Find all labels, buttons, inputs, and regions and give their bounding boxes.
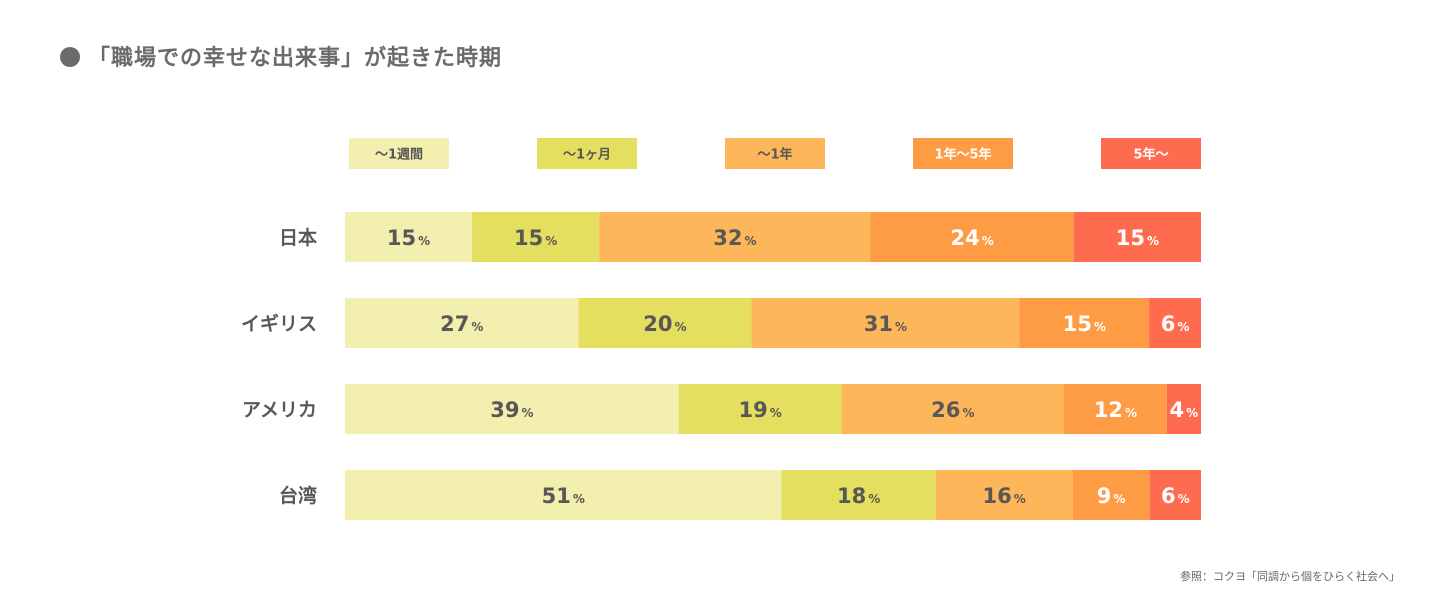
bar-segment	[345, 470, 782, 520]
data-label: 15%	[1063, 312, 1106, 336]
data-label: 39%	[490, 398, 533, 422]
bar-segment	[599, 212, 871, 262]
data-label: 16%	[982, 484, 1025, 508]
category-label: 台湾	[279, 484, 317, 507]
legend-label: 1年〜5年	[934, 147, 991, 163]
bar-segment	[751, 298, 1020, 348]
bar-segment	[841, 384, 1065, 434]
data-label: 19%	[739, 398, 782, 422]
data-label: 18%	[837, 484, 880, 508]
data-label: 12%	[1094, 398, 1137, 422]
legend-swatch	[725, 138, 825, 169]
legend-label: 〜1ヶ月	[563, 148, 611, 163]
chart-title: 「職場での幸せな出来事」が起きた時期	[88, 46, 503, 71]
legend-label: 5年〜	[1133, 147, 1168, 163]
bar-segment	[345, 298, 579, 348]
bar-segment	[1149, 298, 1201, 348]
data-label: 6%	[1161, 484, 1190, 508]
data-label: 6%	[1161, 312, 1190, 336]
bar-segment	[1072, 470, 1150, 520]
source-note: 参照：コクヨ「同調から個をひらく社会へ」	[1180, 570, 1400, 583]
data-label: 51%	[542, 484, 585, 508]
data-label: 15%	[387, 226, 430, 250]
bar-segment	[578, 298, 752, 348]
legend-label: 〜1年	[757, 147, 792, 163]
bar-segment	[935, 470, 1073, 520]
category-label: 日本	[279, 226, 317, 249]
bar-segment	[472, 212, 600, 262]
data-label: 31%	[864, 312, 907, 336]
data-label: 24%	[951, 226, 994, 250]
data-label: 9%	[1097, 484, 1126, 508]
legend-swatch	[913, 138, 1013, 169]
bar-segment	[1166, 384, 1201, 434]
bar-segment	[1064, 384, 1167, 434]
data-label: 27%	[440, 312, 483, 336]
bar-segment	[870, 212, 1074, 262]
data-label: 4%	[1170, 398, 1199, 422]
legend-swatch	[537, 138, 637, 169]
data-label: 15%	[1116, 226, 1159, 250]
legend-label: 〜1週間	[375, 148, 423, 163]
bar-segment	[1149, 470, 1201, 520]
bar-segment	[1073, 212, 1201, 262]
bar-segment	[678, 384, 842, 434]
data-label: 15%	[514, 226, 557, 250]
bar-segment	[345, 384, 679, 434]
legend-swatch	[1101, 138, 1201, 169]
category-label: イギリス	[241, 313, 317, 335]
data-label: 32%	[713, 226, 756, 250]
title-bullet-icon	[60, 47, 80, 67]
category-label: アメリカ	[242, 399, 317, 421]
bar-segment	[1019, 298, 1150, 348]
bar-segment	[781, 470, 936, 520]
legend-swatch	[349, 138, 449, 169]
data-label: 26%	[931, 398, 974, 422]
data-label: 20%	[643, 312, 686, 336]
bar-segment	[345, 212, 473, 262]
